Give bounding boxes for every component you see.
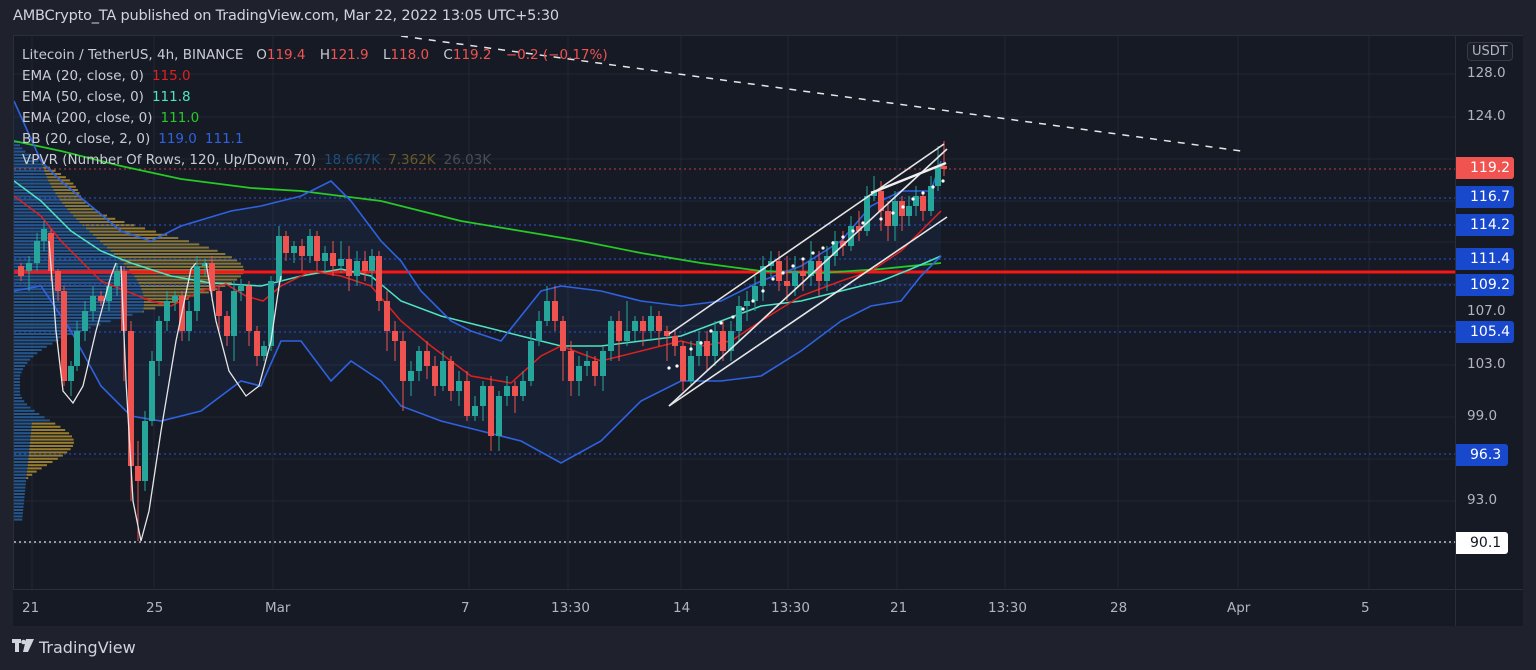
time-tick: 13:30 xyxy=(988,600,1027,616)
time-tick: 28 xyxy=(1110,600,1128,616)
level-tag: 114.2 xyxy=(1456,214,1514,236)
change-value: −0.2 (−0.17%) xyxy=(505,47,608,63)
time-tick: 13:30 xyxy=(771,600,810,616)
bb-upper-value: 119.0 xyxy=(158,131,197,147)
legend-vpvr[interactable]: VPVR (Number Of Rows, 120, Up/Down, 70) 1… xyxy=(22,150,618,171)
low-value: 118.0 xyxy=(390,47,430,63)
price-tick: 99.0 xyxy=(1467,408,1498,424)
high-value: 121.9 xyxy=(329,47,369,63)
legend-ema20[interactable]: EMA (20, close, 0) 115.0 xyxy=(22,66,618,87)
indicator-value: 111.8 xyxy=(151,89,191,105)
time-tick: Apr xyxy=(1227,600,1251,616)
indicator-label: EMA (20, close, 0) xyxy=(22,68,144,84)
level-tag: 105.4 xyxy=(1456,321,1514,343)
time-axis[interactable] xyxy=(13,589,1523,626)
level-tag: 109.2 xyxy=(1456,274,1514,296)
last-price-tag: 119.2 xyxy=(1456,157,1514,179)
time-tick: 21 xyxy=(890,600,908,616)
price-tick: 128.0 xyxy=(1467,65,1506,81)
time-tick: 21 xyxy=(22,600,40,616)
time-tick: 13:30 xyxy=(551,600,590,616)
time-tick: 14 xyxy=(673,600,691,616)
right-margin xyxy=(1523,35,1536,625)
legend-symbol-row[interactable]: Litecoin / TetherUS, 4h, BINANCE O119.4 … xyxy=(22,45,618,66)
vpvr-total-value: 26.03K xyxy=(443,152,492,168)
legend-bb[interactable]: BB (20, close, 2, 0) 119.0 111.1 xyxy=(22,129,618,150)
indicator-value: 111.0 xyxy=(160,110,200,126)
time-tick: 25 xyxy=(146,600,164,616)
time-tick: 7 xyxy=(461,600,470,616)
published-header: AMBCrypto_TA published on TradingView.co… xyxy=(13,8,559,24)
price-tick: 93.0 xyxy=(1467,492,1498,508)
time-tick: Mar xyxy=(265,600,291,616)
indicator-label: BB (20, close, 2, 0) xyxy=(22,131,151,147)
time-tick: 5 xyxy=(1361,600,1370,616)
price-tick: 124.0 xyxy=(1467,108,1506,124)
currency-button[interactable]: USDT xyxy=(1467,42,1513,61)
bb-lower-value: 111.1 xyxy=(204,131,244,147)
level-tag: 96.3 xyxy=(1456,444,1508,466)
tradingview-logo[interactable]: TradingView xyxy=(12,638,136,657)
tradingview-logo-icon xyxy=(12,638,34,657)
indicator-value: 115.0 xyxy=(151,68,191,84)
close-label: C xyxy=(443,47,453,63)
high-label: H xyxy=(319,47,330,63)
level-tag: 111.4 xyxy=(1456,248,1514,270)
close-value: 119.2 xyxy=(452,47,492,63)
legend-ema50[interactable]: EMA (50, close, 0) 111.8 xyxy=(22,87,618,108)
level-tag: 116.7 xyxy=(1456,186,1514,208)
chart-legend: Litecoin / TetherUS, 4h, BINANCE O119.4 … xyxy=(22,45,618,171)
indicator-label: EMA (200, close, 0) xyxy=(22,110,153,126)
price-axis[interactable] xyxy=(1455,35,1524,590)
chart-pane[interactable] xyxy=(13,35,1456,590)
low-price-tag: 90.1 xyxy=(1456,532,1508,554)
legend-ema200[interactable]: EMA (200, close, 0) 111.0 xyxy=(22,108,618,129)
price-tick: 107.0 xyxy=(1467,303,1506,319)
vpvr-up-value: 18.667K xyxy=(324,152,381,168)
price-tick: 103.0 xyxy=(1467,356,1506,372)
indicator-label: EMA (50, close, 0) xyxy=(22,89,144,105)
open-value: 119.4 xyxy=(266,47,306,63)
low-label: L xyxy=(382,47,391,63)
price-chart-canvas[interactable] xyxy=(14,36,1456,590)
axis-corner xyxy=(1455,590,1524,626)
vpvr-down-value: 7.362K xyxy=(388,152,436,168)
symbol-name: Litecoin / TetherUS, 4h, BINANCE xyxy=(22,47,244,63)
tradingview-logo-text: TradingView xyxy=(39,638,136,657)
indicator-label: VPVR (Number Of Rows, 120, Up/Down, 70) xyxy=(22,152,317,168)
open-label: O xyxy=(256,47,267,63)
